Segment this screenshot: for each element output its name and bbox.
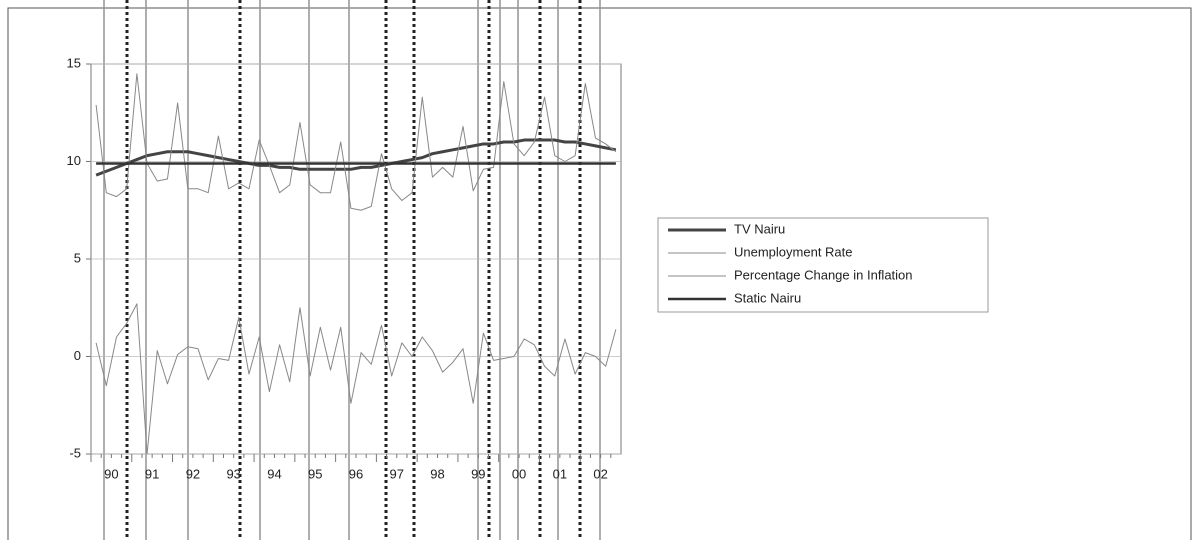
x-tick-label: 02 (593, 466, 607, 481)
period-markers (103, 0, 601, 540)
legend-label: Static Nairu (734, 290, 801, 305)
series-line (95, 73, 617, 211)
x-tick-label: 99 (471, 466, 485, 481)
x-tick-label: 01 (553, 466, 567, 481)
y-tick-label: -5 (69, 445, 81, 460)
series-line (95, 138, 617, 177)
y-tick-label: 0 (74, 348, 81, 363)
y-tick-label: 10 (67, 153, 81, 168)
x-tick-label: 91 (145, 466, 159, 481)
legend-label: Unemployment Rate (734, 244, 853, 259)
x-tick-label: 97 (390, 466, 404, 481)
x-tick-label: 00 (512, 466, 526, 481)
legend-label: Percentage Change in Inflation (734, 267, 913, 282)
y-tick-label: 15 (67, 55, 81, 70)
x-tick-label: 94 (267, 466, 281, 481)
x-tick-label: 93 (226, 466, 240, 481)
legend (657, 217, 989, 313)
x-tick-label: 98 (430, 466, 444, 481)
x-tick-label: 90 (104, 466, 118, 481)
y-tick-label: 5 (74, 250, 81, 265)
x-tick-label: 95 (308, 466, 322, 481)
legend-label: TV Nairu (734, 221, 785, 236)
x-tick-label: 96 (349, 466, 363, 481)
x-tick-label: 92 (186, 466, 200, 481)
series-line (95, 303, 617, 455)
